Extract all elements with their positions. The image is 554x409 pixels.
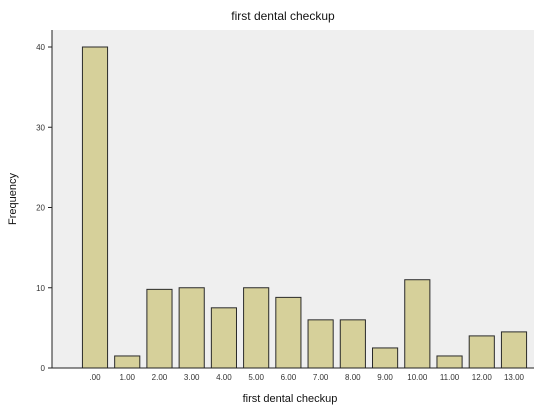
y-tick-label: 10 bbox=[36, 284, 45, 293]
bar-9.00 bbox=[372, 347, 399, 369]
bar-5.00 bbox=[243, 287, 270, 369]
bar-2.00 bbox=[146, 288, 173, 369]
x-tick-label: 12.00 bbox=[472, 373, 493, 382]
bar-6.00 bbox=[275, 296, 302, 369]
y-axis-label: Frequency bbox=[7, 173, 19, 225]
y-tick-label: 0 bbox=[41, 364, 46, 373]
x-tick-label: 2.00 bbox=[152, 373, 168, 382]
bar-7.00 bbox=[307, 319, 334, 369]
x-tick-label: 11.00 bbox=[440, 373, 460, 382]
bar-1.00 bbox=[114, 355, 141, 369]
x-tick-label: 6.00 bbox=[281, 373, 297, 382]
x-tick-label: 4.00 bbox=[216, 373, 232, 382]
x-tick-label: 3.00 bbox=[184, 373, 200, 382]
y-tick-label: 30 bbox=[36, 123, 45, 132]
x-tick-label: 9.00 bbox=[377, 373, 393, 382]
x-tick-label: 5.00 bbox=[248, 373, 264, 382]
x-tick-label: 8.00 bbox=[345, 373, 361, 382]
bar-10.00 bbox=[404, 279, 431, 369]
bar-13.00 bbox=[500, 331, 528, 369]
x-axis: .00 1.00 2.00 3.00 4.00 5.00 6.00 7.00 8.00 9.00 1… bbox=[52, 367, 534, 382]
x-tick-label: 7.00 bbox=[313, 373, 329, 382]
x-tick-label: 13.00 bbox=[504, 373, 525, 382]
bar-11.00 bbox=[436, 355, 463, 369]
y-axis: 0 10 20 30 40 bbox=[36, 30, 53, 373]
bar-4.00 bbox=[210, 307, 237, 369]
bar-12.00 bbox=[468, 335, 495, 369]
chart-title: first dental checkup bbox=[231, 9, 335, 23]
x-tick-label: 1.00 bbox=[119, 373, 135, 382]
bar-.00 bbox=[81, 46, 109, 369]
x-tick-label: 10.00 bbox=[407, 373, 428, 382]
bar-8.00 bbox=[339, 319, 366, 369]
bar-3.00 bbox=[178, 287, 205, 369]
bars-group bbox=[81, 46, 528, 369]
y-tick-label: 20 bbox=[36, 204, 45, 213]
x-tick-label: .00 bbox=[89, 373, 101, 382]
x-axis-label: first dental checkup bbox=[243, 393, 338, 405]
y-tick-label: 40 bbox=[36, 43, 45, 52]
